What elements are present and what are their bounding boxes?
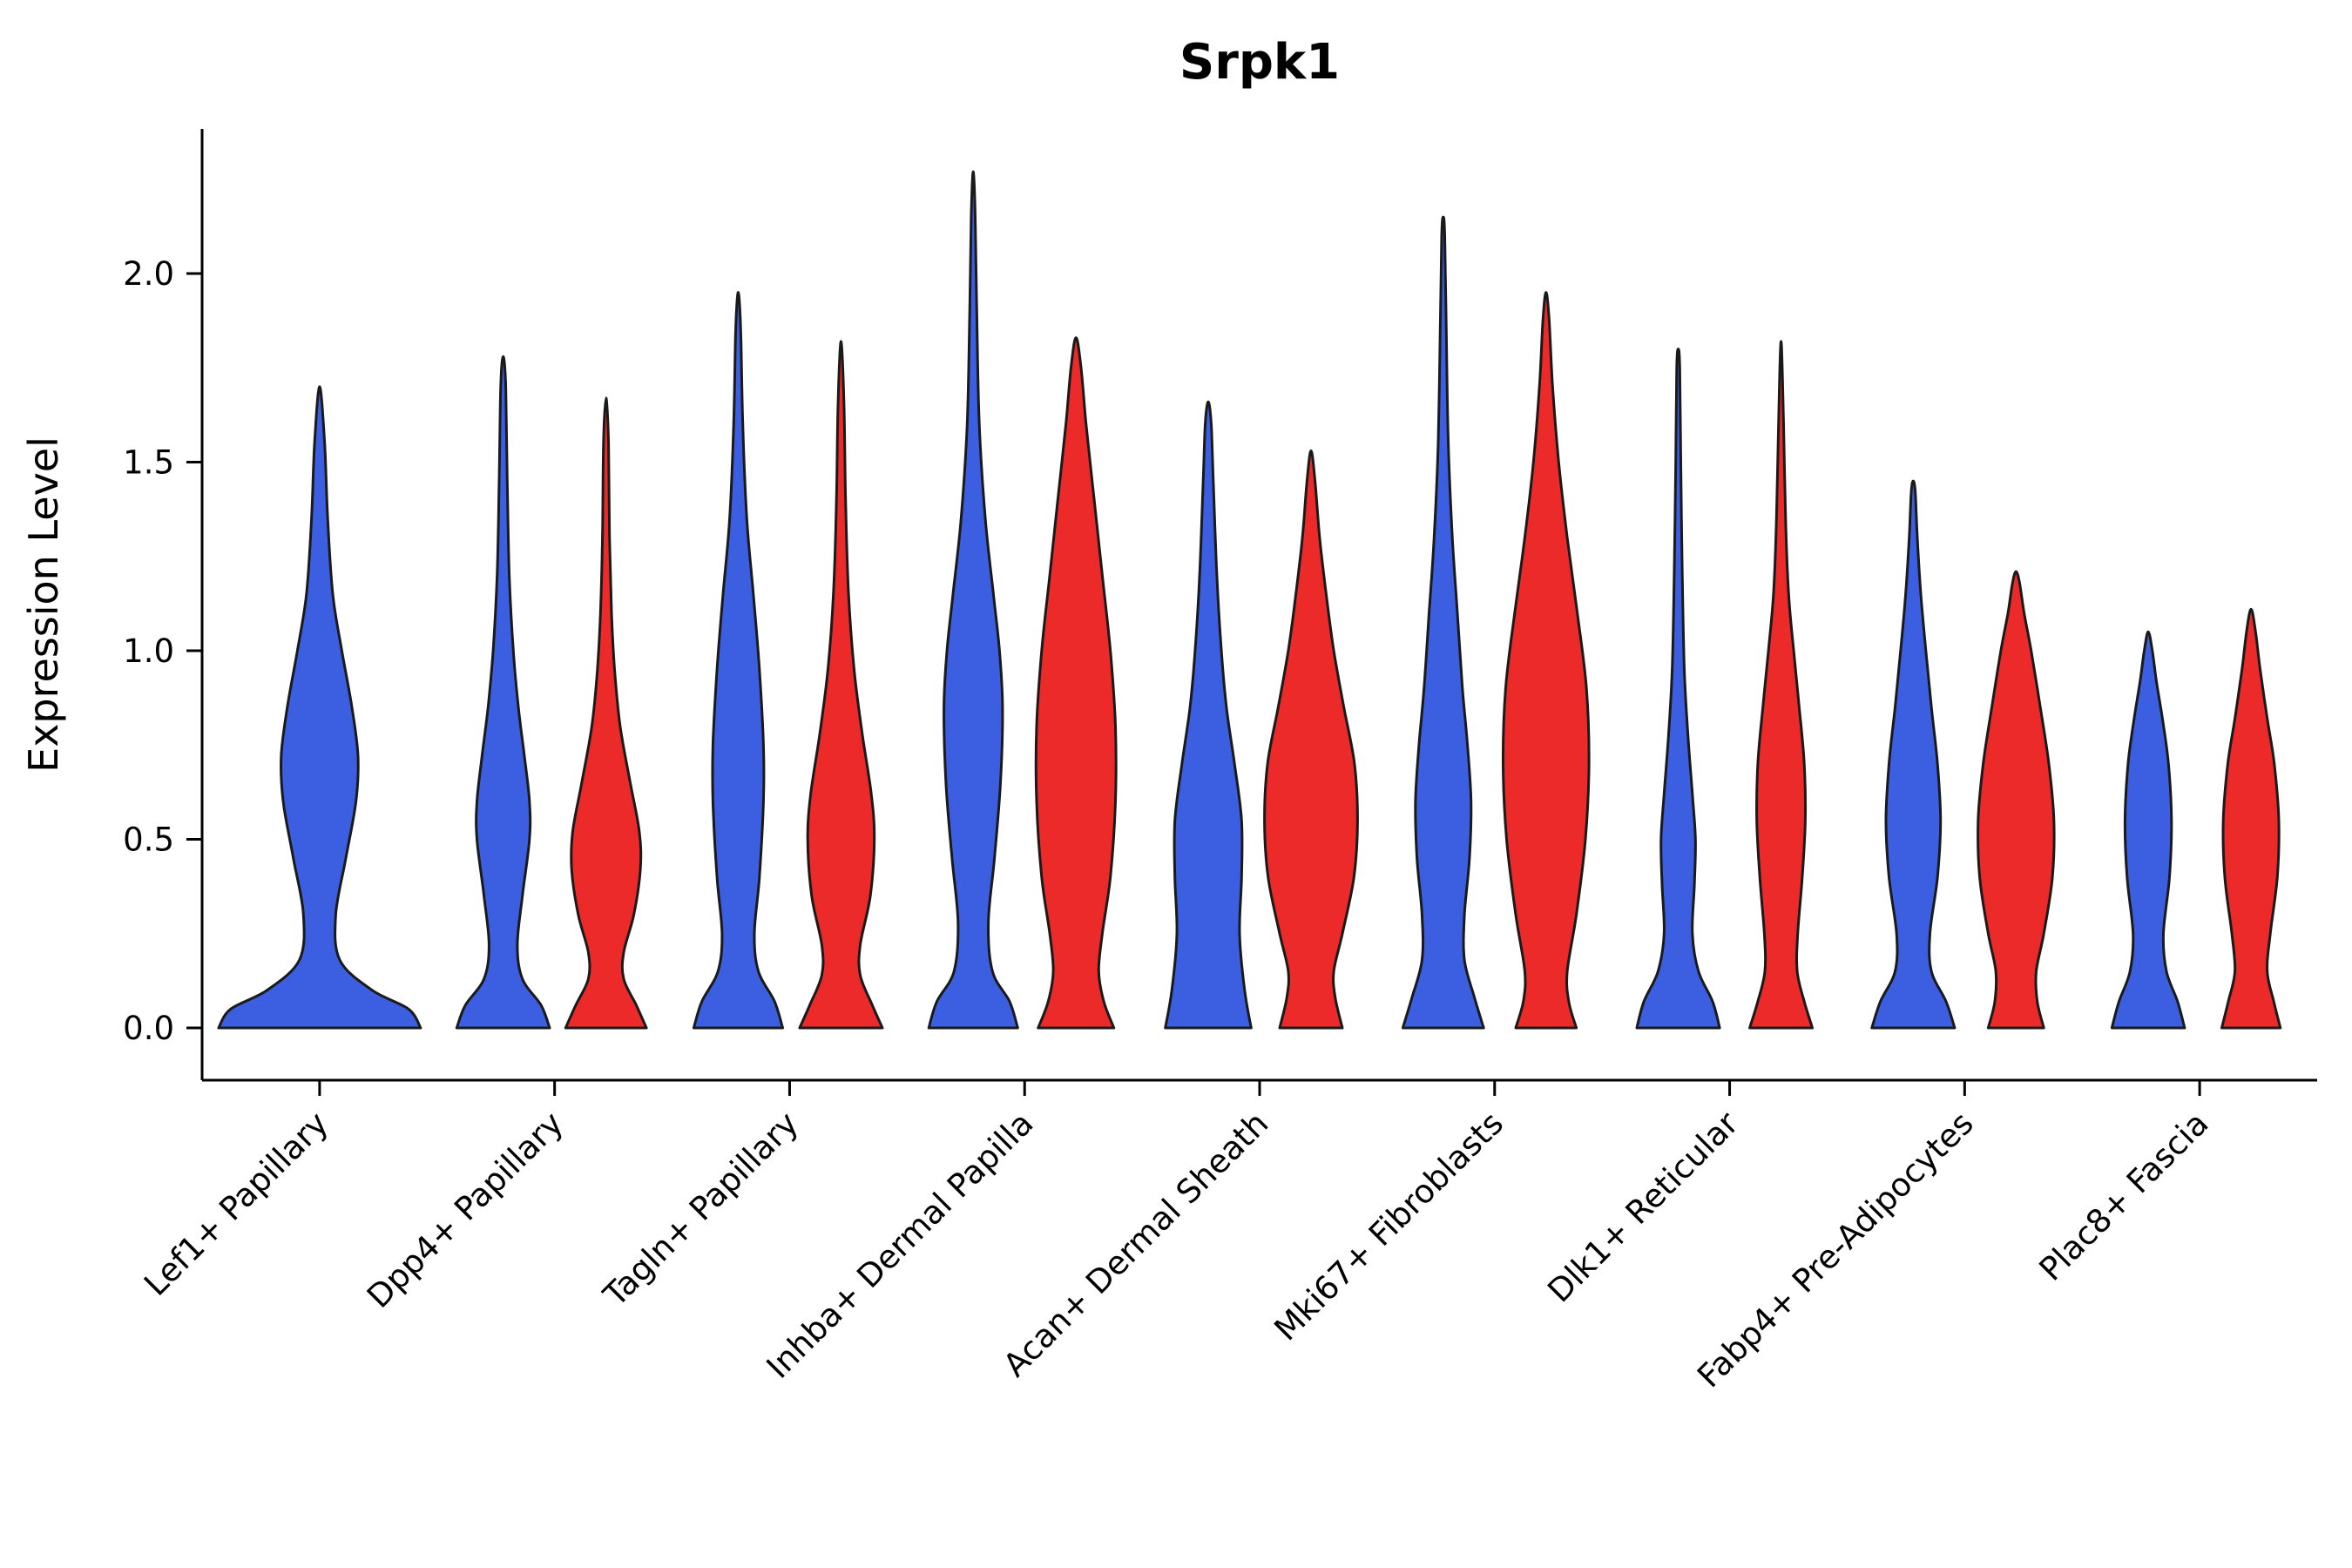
violin-plac8-fascia-group-2	[2220, 607, 2282, 1030]
violin-tagln-papillary-group-2	[798, 340, 884, 1030]
y-tick-label: 1.5	[123, 444, 174, 482]
violin-fabp4-pre-adipocytes-group-1	[1870, 479, 1957, 1030]
violin-lef1-papillary-group-1	[217, 385, 422, 1030]
violin-plac8-fascia-group-1	[2110, 630, 2186, 1030]
violin-mki67-fibroblasts-group-1	[1401, 215, 1485, 1030]
x-tick-label-dpp4-papillary: Dpp4+ Papillary	[360, 1105, 571, 1315]
y-tick-label: 2.0	[123, 255, 174, 293]
x-tick-label-dlk1-reticular: Dlk1+ Reticular	[1540, 1104, 1746, 1309]
y-tick-label: 0.0	[123, 1010, 174, 1047]
violin-inhba-dermal-papilla-group-1	[927, 170, 1019, 1030]
violin-dlk1-reticular-group-2	[1748, 340, 1814, 1030]
y-axis-label: Expression Level	[20, 436, 67, 773]
x-tick-label-mki67-fibroblasts: Mki67+ Fibroblasts	[1267, 1105, 1511, 1348]
violin-series-group	[217, 170, 2282, 1030]
y-tick-label: 1.0	[123, 632, 174, 670]
violin-mki67-fibroblasts-group-2	[1501, 291, 1591, 1030]
x-tick-label-fabp4-pre-adipocytes: Fabp4+ Pre-Adipocytes	[1690, 1105, 1980, 1395]
violin-dpp4-papillary-group-1	[455, 355, 551, 1030]
violin-acan-dermal-sheath-group-1	[1164, 400, 1253, 1030]
violin-dlk1-reticular-group-1	[1635, 348, 1721, 1030]
violin-acan-dermal-sheath-group-2	[1263, 449, 1359, 1030]
x-tick-label-plac8-fascia: Plac8+ Fascia	[2032, 1105, 2216, 1288]
violin-fabp4-pre-adipocytes-group-2	[1977, 570, 2056, 1030]
y-tick-label: 0.5	[123, 821, 174, 859]
x-tick-label-lef1-papillary: Lef1+ Papillary	[137, 1105, 335, 1303]
x-tick-label-inhba-dermal-papilla: Inhba+ Dermal Papilla	[760, 1105, 1041, 1386]
x-tick-label-tagln-papillary: Tagln+ Papillary	[596, 1105, 806, 1315]
chart-title: Srpk1	[1179, 34, 1340, 91]
violin-tagln-papillary-group-1	[692, 291, 784, 1030]
violin-dpp4-papillary-group-2	[564, 396, 648, 1030]
violin-inhba-dermal-papilla-group-2	[1034, 336, 1118, 1030]
x-tick-label-acan-dermal-sheath: Acan+ Dermal Sheath	[996, 1105, 1275, 1384]
